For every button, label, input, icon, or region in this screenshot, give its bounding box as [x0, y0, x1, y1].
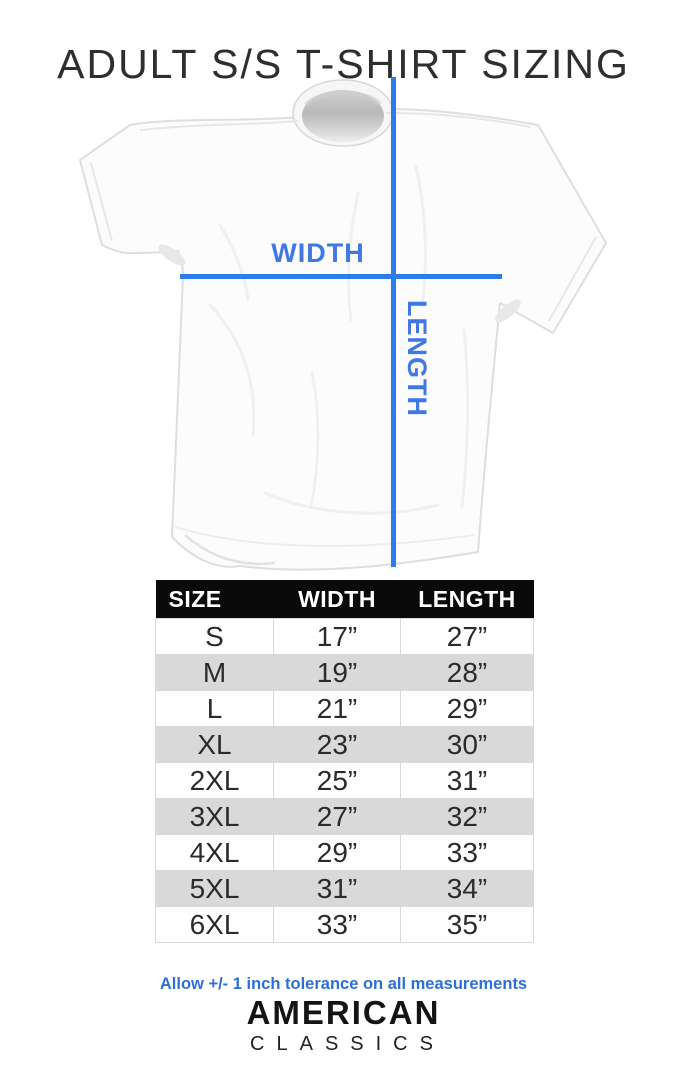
cell-length: 31”: [400, 762, 534, 799]
table-row: 4XL 29” 33”: [155, 834, 534, 871]
col-header-size: SIZE: [155, 580, 274, 619]
tshirt-diagram: [60, 75, 630, 575]
cell-length: 27”: [400, 618, 534, 655]
brand-logo: AMERICAN CLASSICS: [0, 994, 687, 1056]
cell-size: M: [155, 654, 274, 691]
cell-width: 17”: [273, 618, 401, 655]
col-header-width: WIDTH: [273, 580, 401, 619]
table-row: S 17” 27”: [155, 618, 534, 655]
table-row: L 21” 29”: [155, 690, 534, 727]
size-table: SIZE WIDTH LENGTH S 17” 27” M 19” 28” L 21” 29” X…: [155, 580, 534, 943]
cell-length: 35”: [400, 906, 534, 943]
cell-size: 6XL: [155, 906, 274, 943]
cell-length: 30”: [400, 726, 534, 763]
cell-size: S: [155, 618, 274, 655]
table-row: M 19” 28”: [155, 654, 534, 691]
width-measure-line: [180, 274, 502, 279]
cell-length: 34”: [400, 870, 534, 907]
cell-width: 31”: [273, 870, 401, 907]
cell-size: 2XL: [155, 762, 274, 799]
cell-width: 33”: [273, 906, 401, 943]
cell-size: 5XL: [155, 870, 274, 907]
cell-length: 28”: [400, 654, 534, 691]
brand-name-primary: AMERICAN: [246, 994, 441, 1031]
cell-size: XL: [155, 726, 274, 763]
cell-width: 29”: [273, 834, 401, 871]
cell-size: 4XL: [155, 834, 274, 871]
length-label: LENGTH: [402, 300, 432, 417]
cell-width: 19”: [273, 654, 401, 691]
tshirt-image: [79, 79, 607, 571]
cell-size: L: [155, 690, 274, 727]
table-header-row: SIZE WIDTH LENGTH: [155, 580, 534, 619]
table-row: 2XL 25” 31”: [155, 762, 534, 799]
col-header-length: LENGTH: [400, 580, 534, 619]
cell-length: 33”: [400, 834, 534, 871]
brand-name-secondary: CLASSICS: [250, 1032, 445, 1055]
table-row: 5XL 31” 34”: [155, 870, 534, 907]
table-row: 3XL 27” 32”: [155, 798, 534, 835]
cell-width: 21”: [273, 690, 401, 727]
cell-length: 29”: [400, 690, 534, 727]
length-measure-line: [391, 77, 396, 567]
cell-width: 23”: [273, 726, 401, 763]
cell-length: 32”: [400, 798, 534, 835]
table-row: 6XL 33” 35”: [155, 906, 534, 943]
cell-size: 3XL: [155, 798, 274, 835]
table-row: XL 23” 30”: [155, 726, 534, 763]
tolerance-note: Allow +/- 1 inch tolerance on all measur…: [159, 974, 528, 993]
cell-width: 27”: [273, 798, 401, 835]
cell-width: 25”: [273, 762, 401, 799]
width-label: WIDTH: [271, 238, 365, 268]
